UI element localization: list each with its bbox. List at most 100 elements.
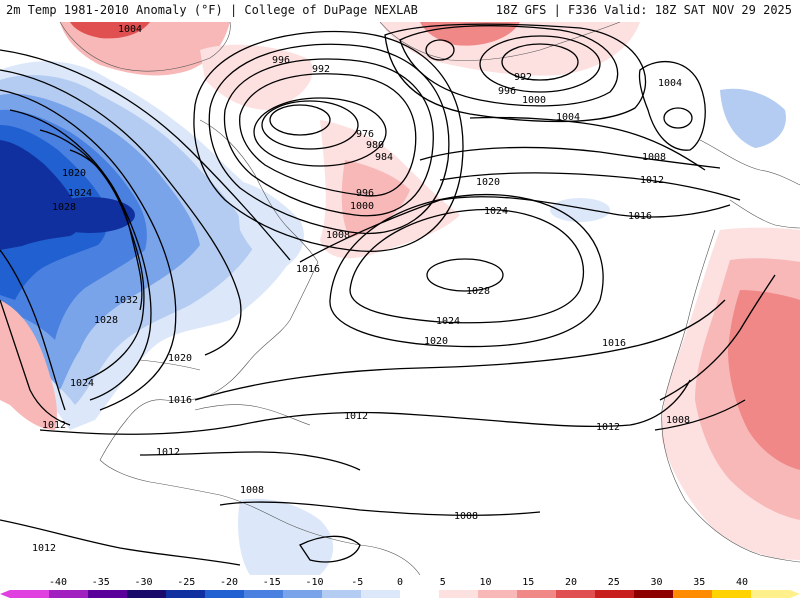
colorbar-tick-label: 0 <box>397 577 403 588</box>
colorbar-swatch <box>283 590 323 598</box>
isobar-label: 1016 <box>168 395 192 406</box>
isobar-label: 1012 <box>42 420 66 431</box>
isobar-label: 1020 <box>424 336 448 347</box>
colorbar-swatch <box>595 590 635 598</box>
colorbar-tick-label: 20 <box>565 577 577 588</box>
isobar-label: 996 <box>498 86 516 97</box>
isobar-labels: 1004 996 992 992 996 1000 1004 1004 976 … <box>32 24 690 554</box>
isobar-label: 1008 <box>666 415 690 426</box>
isobar-label: 980 <box>366 140 384 151</box>
isobar-label: 992 <box>312 64 330 75</box>
colorbar-swatch <box>556 590 596 598</box>
isobar-label: 1012 <box>640 175 664 186</box>
colorbar-tick-label: -15 <box>263 577 281 588</box>
isobar-contours <box>0 23 776 566</box>
colorbar-swatch <box>712 590 752 598</box>
isobar-label: 1008 <box>240 485 264 496</box>
isobar-label: 1024 <box>484 206 508 217</box>
colorbar-swatch <box>49 590 89 598</box>
colorbar-tick-label: -25 <box>177 577 195 588</box>
isobar-label: 1004 <box>556 112 580 123</box>
isobar-label: 1020 <box>476 177 500 188</box>
isobar-label: 1020 <box>168 353 192 364</box>
anomaly-region <box>200 44 313 110</box>
isobar-label: 1032 <box>114 295 138 306</box>
isobar-label: 1008 <box>326 230 350 241</box>
colorbar-swatch <box>88 590 128 598</box>
anomaly-region <box>728 290 800 470</box>
isobar-label: 1024 <box>70 378 94 389</box>
colorbar-tick-label: 40 <box>736 577 748 588</box>
colorbar-swatch <box>634 590 674 598</box>
colorbar-swatch <box>322 590 362 598</box>
isobar-label: 1028 <box>52 202 76 213</box>
map-title: 2m Temp 1981-2010 Anomaly (°F) | College… <box>6 3 418 17</box>
anomaly-region <box>550 198 610 222</box>
colorbar-swatch <box>517 590 557 598</box>
colorbar-swatch <box>244 590 284 598</box>
isobar-label: 984 <box>375 152 393 163</box>
isobar-label: 1012 <box>344 411 368 422</box>
isobar-label: 1016 <box>296 264 320 275</box>
colorbar-tick-label: 25 <box>608 577 620 588</box>
isobar-label: 1024 <box>436 316 460 327</box>
colorbar-swatch <box>439 590 479 598</box>
colorbar-swatch <box>673 590 713 598</box>
colorbar-swatch <box>205 590 245 598</box>
isobar-label: 1028 <box>466 286 490 297</box>
anomaly-region <box>341 160 410 238</box>
colorbar-tick-label: 15 <box>522 577 534 588</box>
colorbar-legend: -40 -35 -30 -25 -20 -15 -10 -5 0 5 10 15 20 25 30 35 40 <box>0 577 800 598</box>
colorbar-arrow-left <box>0 590 10 598</box>
colorbar-tick-label: -5 <box>351 577 363 588</box>
isobar-label: 1028 <box>94 315 118 326</box>
colorbar-tick-label: -10 <box>305 577 323 588</box>
colorbar-tick-label: 35 <box>693 577 705 588</box>
anomaly-region <box>0 300 57 430</box>
isobar-label: 996 <box>272 55 290 66</box>
isobar-label: 1016 <box>602 338 626 349</box>
isobar-label: 1012 <box>156 447 180 458</box>
colorbar-tick-label: -20 <box>220 577 238 588</box>
colorbar-swatches <box>0 590 800 598</box>
isobar-label: 1012 <box>32 543 56 554</box>
anomaly-region <box>238 498 334 575</box>
isobar-label: 1012 <box>596 422 620 433</box>
model-run-info: 18Z GFS | F336 Valid: 18Z SAT NOV 29 202… <box>495 3 792 17</box>
isobar-label: 1024 <box>68 188 92 199</box>
colorbar-arrow-right <box>790 590 800 598</box>
colorbar-swatch <box>361 590 401 598</box>
isobar-label: 1008 <box>454 511 478 522</box>
isobar-label: 1016 <box>628 211 652 222</box>
anomaly-region <box>70 22 150 39</box>
colorbar-labels: -40 -35 -30 -25 -20 -15 -10 -5 0 5 10 15 20 25 30 35 40 <box>49 577 748 588</box>
isobar-label: 1008 <box>642 152 666 163</box>
anomaly-region <box>45 197 135 233</box>
colorbar-swatch <box>478 590 518 598</box>
colorbar-swatch <box>751 590 791 598</box>
isobar-label: 976 <box>356 129 374 140</box>
isobar-label: 1004 <box>658 78 682 89</box>
colorbar-tick-label: -30 <box>134 577 152 588</box>
colorbar-swatch <box>127 590 167 598</box>
isobar-label: 1020 <box>62 168 86 179</box>
colorbar-swatch <box>400 590 440 598</box>
isobar-label: 1004 <box>118 24 142 35</box>
colorbar-tick-label: -35 <box>92 577 110 588</box>
colorbar-tick-label: 5 <box>440 577 446 588</box>
colorbar-tick-label: -40 <box>49 577 67 588</box>
isobar-label: 1000 <box>350 201 374 212</box>
anomaly-region <box>720 88 786 148</box>
temperature-anomaly-shading <box>0 22 800 575</box>
coastlines <box>59 22 800 575</box>
colorbar-tick-label: 10 <box>479 577 491 588</box>
isobar-label: 1000 <box>522 95 546 106</box>
colorbar-tick-label: 30 <box>650 577 662 588</box>
isobar-label: 996 <box>356 188 374 199</box>
anomaly-region <box>235 180 304 270</box>
isobar-label: 992 <box>514 72 532 83</box>
colorbar-swatch <box>166 590 206 598</box>
colorbar-swatch <box>10 590 50 598</box>
